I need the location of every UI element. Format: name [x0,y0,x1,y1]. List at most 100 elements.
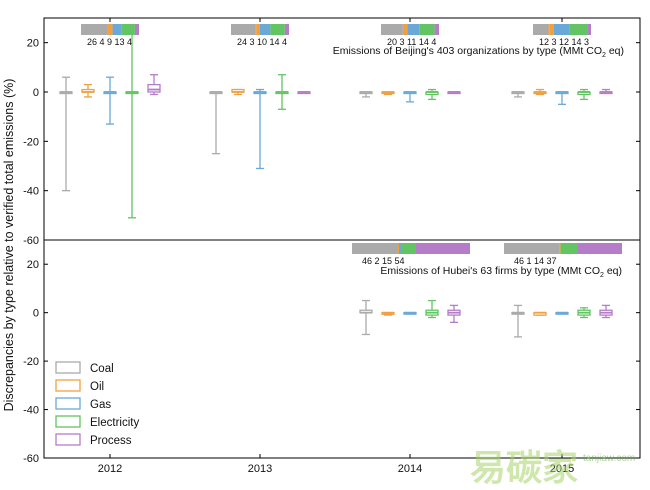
watermark-url: tanjiaw.com [583,453,635,464]
share-label: 26 4 9 13 4 [87,37,132,47]
y-tick-label: -40 [23,186,39,198]
y-tick-label: -20 [23,356,39,368]
boxplot-coal-2013 [209,91,223,155]
share-segment [577,243,622,254]
share-segment [549,24,554,35]
share-bar-2014: 20 3 11 14 4 [381,24,439,47]
share-segment [401,243,416,254]
share-segment [231,24,256,35]
panel-title: Emissions of Hubei's 63 firms by type (M… [380,265,622,279]
boxplot-gas-2014 [403,91,417,103]
boxplot-electricity-2015 [577,88,591,101]
boxplot-oil-2015 [533,88,547,96]
boxplot-gas-2013 [253,88,267,170]
y-tick-label: -60 [23,235,39,247]
legend-swatch [55,361,81,374]
y-tick-label: -40 [23,405,39,417]
share-segment [81,24,108,35]
share-label: 46 1 14 37 [514,256,557,266]
legend-label: Coal [90,363,114,375]
share-segment [402,24,404,35]
share-segment [108,24,113,35]
x-tick-label: 2012 [98,463,122,475]
boxplot-oil-2012 [81,83,95,98]
boxplot-gas-2015 [555,91,569,105]
boxplot-coal-2014 [359,91,373,98]
boxplot-gas-2015 [555,311,569,315]
boxplot-electricity-2012 [125,24,139,219]
legend-item-gas: Gas [55,397,111,411]
legend-item-coal: Coal [55,361,114,375]
share-bar-2014: 46 2 15 54 [352,243,470,266]
boxplot-process-2015 [599,304,613,319]
panel-title: Emissions of Beijing's 403 organizations… [333,45,624,59]
boxplot-electricity-2013 [275,74,289,110]
share-bars-layer: 26 4 9 13 4 24 3 10 14 4 20 3 11 14 4 12 3 … [81,24,622,266]
legend-swatch [55,379,81,392]
share-bar-2012: 26 4 9 13 4 [81,24,139,47]
y-tick-label: 20 [27,259,39,271]
watermark-brand: 易碳家 [470,448,578,489]
legend-label: Process [90,435,132,447]
boxplot-coal-2014 [359,299,373,336]
y-tick-label: -60 [23,453,39,465]
boxplot-coal-2012 [59,76,73,192]
boxplot-electricity-2014 [425,88,439,101]
share-segment [121,24,135,35]
share-segment [255,24,257,35]
share-segment [569,24,588,35]
legend-swatch [55,433,81,446]
share-segment [407,24,420,35]
plot-frame [43,17,641,459]
box [147,83,161,93]
share-segment [284,24,289,35]
legend-item-process: Process [55,433,132,447]
boxplot-process-2014 [447,91,461,95]
share-bar-2015: 12 3 12 14 3 [533,24,591,47]
boxplot-gas-2014 [403,311,417,315]
share-segment [434,24,439,35]
boxplot-process-2014 [447,304,461,324]
share-segment [560,243,578,254]
share-label: 24 3 10 14 4 [237,37,287,47]
boxplot-electricity-2014 [425,299,439,319]
share-segment [533,24,549,35]
share-segment [416,243,470,254]
share-segment [352,243,398,254]
share-label: 20 3 11 14 4 [387,37,436,47]
share-segment [504,243,560,254]
share-bar-2013: 24 3 10 14 4 [231,24,289,47]
boxplot-gas-2012 [103,76,117,125]
x-tick-label: 2013 [248,463,272,475]
share-segment [419,24,435,35]
legend-swatch [55,397,81,410]
y-tick-label: 0 [33,308,39,320]
boxplot-coal-2015 [511,304,525,338]
share-segment [559,243,561,254]
boxplot-oil-2013 [231,88,245,96]
share-segment [403,24,408,35]
boxplot-oil-2015 [533,311,547,316]
share-label: 46 2 15 54 [362,256,405,266]
y-tick-label: 0 [33,87,39,99]
marks-layer [59,24,613,338]
boxplot-oil-2014 [381,311,395,316]
share-label: 12 3 12 14 3 [539,37,589,47]
share-segment [398,243,399,254]
share-bar-2015: 46 1 14 37 [504,243,622,266]
watermark-logo: 易碳家 tanjiaw.com [470,448,635,489]
share-segment [548,24,550,35]
y-axis-label: Discrepancies by type relative to verifi… [2,79,16,412]
y-tick-label: 20 [27,38,39,50]
x-tick-label: 2015 [550,463,574,475]
boxplot-process-2012 [147,74,161,96]
share-segment [107,24,109,35]
legend: Coal Oil Gas Electricity Process [55,361,139,447]
boxplot-coal-2015 [511,91,525,98]
axes-layer: 2012 2013 2014 2015 20 0 -20 -40 -60 Emissions of… [23,17,641,475]
legend-swatch [55,415,81,428]
share-segment [260,24,271,35]
legend-label: Electricity [90,417,139,429]
share-segment [256,24,260,35]
